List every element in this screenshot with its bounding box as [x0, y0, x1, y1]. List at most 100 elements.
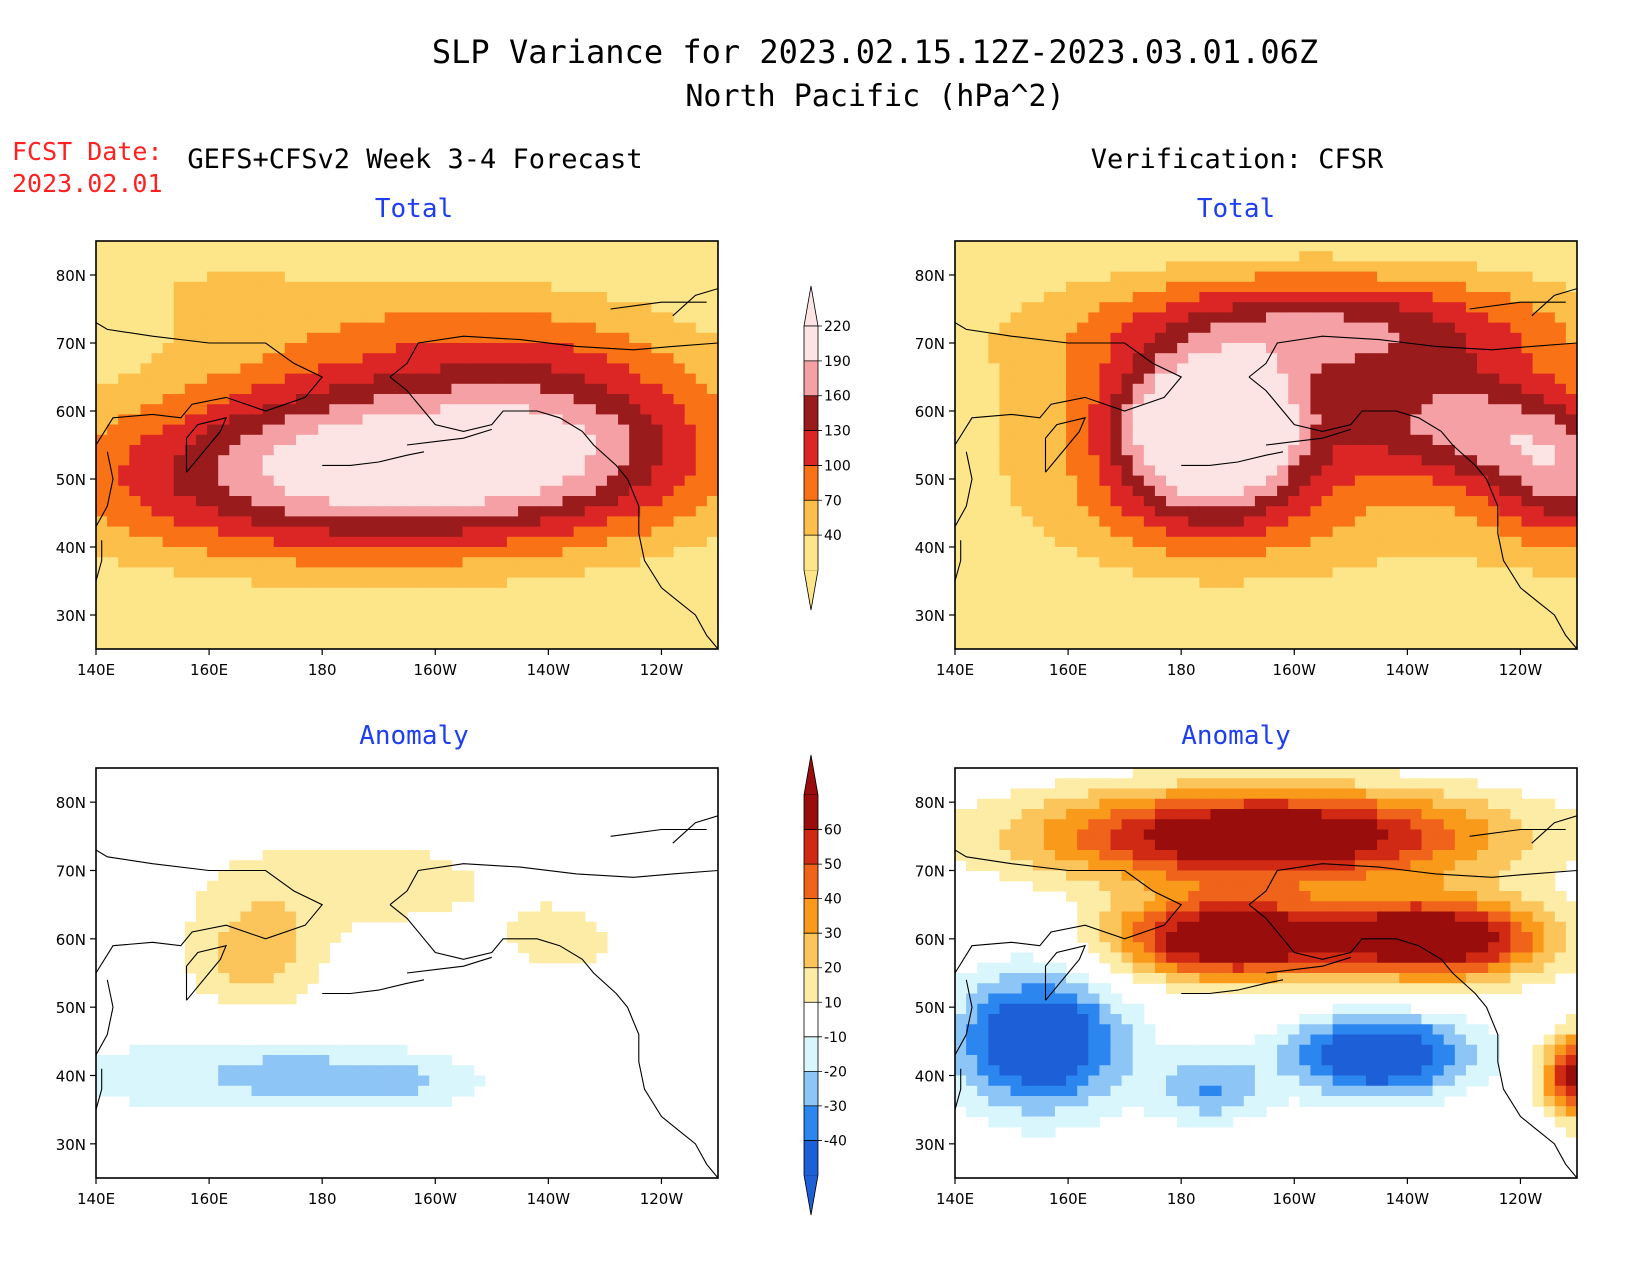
- field-cell: [96, 251, 108, 262]
- field-cell: [1121, 261, 1134, 273]
- field-cell: [706, 383, 718, 395]
- field-cell: [1510, 302, 1523, 313]
- field-cell: [173, 598, 186, 609]
- field-cell: [240, 414, 253, 426]
- field-cell: [1154, 567, 1167, 579]
- field-cell: [618, 465, 630, 477]
- field-cell: [451, 241, 464, 252]
- field-cell: [1543, 363, 1556, 375]
- field-cell: [373, 383, 386, 395]
- field-cell: [1510, 506, 1523, 517]
- field-cell: [955, 608, 967, 619]
- field-cell: [551, 292, 564, 303]
- field-cell: [1310, 414, 1323, 426]
- field-cell: [1299, 618, 1312, 630]
- field-cell: [1121, 526, 1134, 538]
- field-cell: [695, 516, 708, 528]
- field-cell: [1310, 322, 1323, 334]
- field-cell: [307, 322, 319, 334]
- field-cell: [562, 506, 575, 517]
- field-cell: [584, 557, 597, 568]
- field-cell: [1488, 424, 1500, 436]
- field-cell: [340, 618, 353, 630]
- field-cell: [295, 1065, 308, 1077]
- field-cell: [307, 312, 319, 324]
- field-cell: [551, 261, 564, 273]
- field-cell: [1177, 475, 1189, 487]
- field-cell: [295, 1055, 308, 1066]
- field-cell: [1221, 343, 1234, 354]
- field-cell: [151, 628, 164, 640]
- field-cell: [407, 261, 419, 273]
- field-cell: [395, 434, 408, 446]
- field-cell: [1488, 638, 1500, 649]
- field-cell: [1043, 363, 1056, 375]
- field-cell: [966, 404, 978, 415]
- field-cell: [1377, 465, 1389, 477]
- field-cell: [1510, 516, 1523, 528]
- field-cell: [1477, 496, 1489, 507]
- field-cell: [373, 485, 386, 497]
- field-cell: [229, 911, 241, 923]
- field-cell: [273, 516, 286, 528]
- field-cell: [529, 496, 541, 507]
- lat-tick-label: 40N: [915, 539, 945, 557]
- field-cell: [1510, 414, 1523, 426]
- field-cell: [1121, 496, 1134, 507]
- field-cell: [1354, 628, 1367, 640]
- field-cell: [262, 638, 275, 649]
- field-cell: [651, 261, 664, 273]
- field-cell: [1421, 587, 1434, 599]
- field-cell: [1054, 485, 1067, 497]
- field-cell: [1443, 434, 1456, 446]
- field-cell: [195, 455, 208, 466]
- field-cell: [977, 475, 989, 487]
- field-cell: [173, 526, 186, 538]
- field-cell: [618, 628, 630, 640]
- field-cell: [1266, 302, 1278, 313]
- field-cell: [1332, 292, 1345, 303]
- field-cell: [140, 332, 153, 344]
- field-cell: [540, 485, 552, 497]
- field-cell: [1277, 353, 1289, 364]
- field-cell: [1021, 241, 1034, 252]
- field-cell: [1054, 506, 1067, 517]
- lat-tick-label: 60N: [56, 403, 86, 421]
- field-cell: [1232, 587, 1245, 599]
- field-cell: [988, 475, 1001, 487]
- field-cell: [229, 373, 241, 385]
- field-cell: [284, 455, 297, 466]
- field-cell: [1088, 292, 1100, 303]
- field-cell: [195, 465, 208, 477]
- field-cell: [262, 526, 275, 538]
- field-cell: [1088, 587, 1100, 599]
- field-cell: [484, 516, 497, 528]
- field-cell: [673, 332, 686, 344]
- field-cell: [1210, 241, 1223, 252]
- field-cell: [462, 618, 475, 630]
- field-cell: [1221, 302, 1234, 313]
- field-cell: [584, 536, 597, 548]
- field-cell: [407, 292, 419, 303]
- field-cell: [218, 638, 230, 649]
- field-cell: [1077, 332, 1089, 344]
- field-cell: [451, 394, 464, 405]
- field-cell: [1166, 312, 1178, 324]
- field-cell: [1521, 577, 1534, 589]
- field-cell: [462, 587, 475, 599]
- field-cell: [1365, 353, 1378, 364]
- field-cell: [195, 1075, 208, 1087]
- field-cell: [240, 363, 253, 375]
- field-cell: [96, 628, 108, 640]
- field-cell: [1521, 343, 1534, 354]
- field-cell: [955, 506, 967, 517]
- field-cell: [473, 383, 486, 395]
- field-cell: [1365, 424, 1378, 436]
- field-cell: [351, 880, 364, 892]
- field-cell: [140, 1055, 153, 1066]
- field-cell: [418, 404, 430, 415]
- field-cell: [1277, 638, 1289, 649]
- field-cell: [129, 261, 142, 273]
- field-cell: [473, 598, 486, 609]
- field-cell: [1188, 506, 1200, 517]
